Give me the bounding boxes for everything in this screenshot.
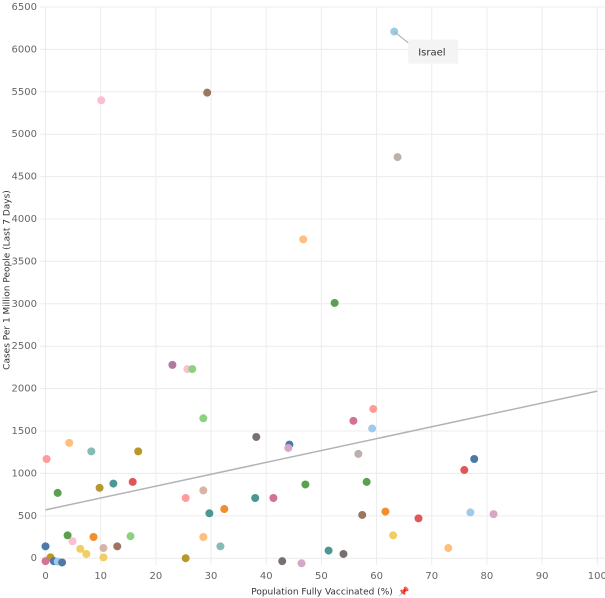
- data-point: [470, 454, 479, 463]
- data-point: [301, 480, 310, 489]
- data-point: [203, 88, 212, 97]
- data-point: [216, 542, 225, 551]
- data-point: [354, 449, 363, 458]
- data-point: [466, 508, 475, 517]
- data-point: [41, 542, 50, 551]
- data-point: [68, 537, 77, 546]
- data-point: [168, 360, 177, 369]
- data-point: [205, 509, 214, 518]
- x-tick-label: 50: [315, 571, 328, 582]
- y-tick-label: 6000: [12, 44, 37, 55]
- y-axis-title: Cases Per 1 Million People (Last 7 Days): [3, 190, 13, 370]
- data-point: [368, 424, 377, 433]
- y-tick-label: 5500: [12, 87, 37, 98]
- data-point: [113, 542, 122, 551]
- data-point: [99, 544, 108, 553]
- y-tick-label: 5000: [12, 129, 37, 140]
- data-point: [134, 447, 143, 456]
- x-tick-label: 100: [588, 571, 605, 582]
- data-point: [339, 549, 348, 558]
- x-tick-label: 0: [42, 571, 48, 582]
- data-point: [126, 532, 135, 541]
- data-point: [99, 553, 108, 562]
- data-point: [188, 365, 197, 374]
- x-tick-label: 90: [536, 571, 549, 582]
- data-point: [41, 557, 50, 566]
- y-tick-label: 4500: [12, 172, 37, 183]
- data-point: [369, 404, 378, 413]
- data-point: [42, 454, 51, 463]
- data-point: [460, 466, 469, 475]
- y-tick-label: 2000: [12, 384, 37, 395]
- data-point: [444, 544, 453, 553]
- data-point: [252, 432, 261, 441]
- data-point: [251, 494, 260, 503]
- data-point: [489, 510, 498, 519]
- data-point: [199, 414, 208, 423]
- x-tick-label: 80: [481, 571, 494, 582]
- y-tick-label: 3000: [12, 299, 37, 310]
- data-point: [87, 447, 96, 456]
- data-point: [299, 235, 308, 244]
- data-point: [128, 477, 137, 486]
- data-point: [76, 544, 85, 553]
- data-point: [82, 549, 91, 558]
- data-point: [109, 479, 118, 488]
- data-point: [53, 488, 62, 497]
- data-point: [220, 505, 229, 514]
- data-point: [362, 477, 371, 486]
- data-point: [58, 558, 67, 567]
- y-tick-label: 4000: [12, 214, 37, 225]
- data-point: [414, 514, 423, 523]
- x-axis-title: Population Fully Vaccinated (%): [251, 588, 393, 598]
- data-point: [278, 557, 287, 566]
- y-tick-label: 3500: [12, 256, 37, 267]
- x-tick-label: 20: [150, 571, 163, 582]
- annotation-label: Israel: [418, 48, 445, 59]
- data-point: [65, 438, 74, 447]
- data-point: [330, 298, 339, 307]
- trend-line: [45, 390, 598, 511]
- annotation-box: [408, 39, 459, 64]
- data-point: [269, 494, 278, 503]
- data-point: [63, 531, 72, 540]
- x-tick-label: 60: [370, 571, 383, 582]
- data-point: [181, 494, 190, 503]
- pin-icon: 📌: [398, 586, 409, 598]
- data-point: [95, 483, 104, 492]
- data-point: [284, 443, 293, 452]
- data-point: [297, 559, 306, 568]
- data-point: [381, 507, 390, 516]
- data-point: [324, 546, 333, 555]
- x-tick-label: 30: [205, 571, 218, 582]
- data-point: [97, 96, 106, 105]
- x-tick-label: 70: [425, 571, 438, 582]
- y-tick-label: 0: [31, 553, 37, 564]
- data-point: [199, 533, 208, 542]
- y-tick-label: 500: [18, 511, 37, 522]
- y-tick-label: 2500: [12, 341, 37, 352]
- data-point: [199, 486, 208, 495]
- data-point: [89, 533, 98, 542]
- x-tick-label: 10: [94, 571, 107, 582]
- data-point: [389, 531, 398, 540]
- x-tick-label: 40: [260, 571, 273, 582]
- data-point: [358, 510, 367, 519]
- data-point: [349, 416, 358, 425]
- y-tick-label: 1000: [12, 468, 37, 479]
- data-point: [181, 554, 190, 563]
- data-point: [393, 153, 402, 162]
- y-tick-label: 1500: [12, 426, 37, 437]
- y-tick-label: 6500: [12, 2, 37, 13]
